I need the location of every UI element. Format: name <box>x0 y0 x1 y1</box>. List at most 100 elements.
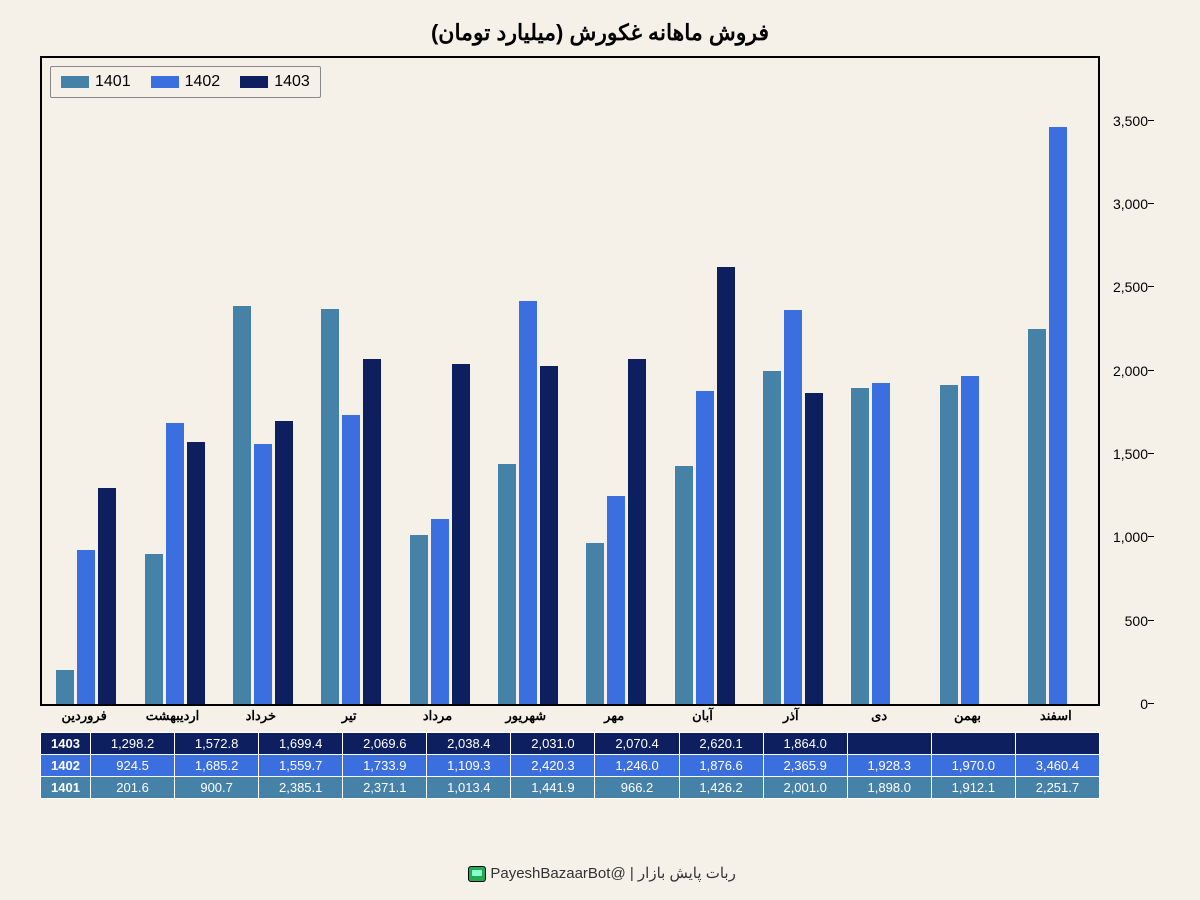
x-label: آبان <box>692 708 713 724</box>
y-tick-label: 0 <box>1140 696 1148 712</box>
x-label: بهمن <box>954 708 981 724</box>
table-cell <box>931 733 1015 755</box>
table-cell <box>1015 733 1099 755</box>
bar-1403-6 <box>628 359 646 704</box>
x-label: شهریور <box>505 708 546 724</box>
table-cell: 2,038.4 <box>427 733 511 755</box>
table-cell: 1,898.0 <box>847 777 931 799</box>
table-cell: 201.6 <box>91 777 175 799</box>
legend-item-1403: 1403 <box>240 73 310 91</box>
bar-1402-1 <box>166 423 184 704</box>
table-cell: 966.2 <box>595 777 679 799</box>
bar-1403-1 <box>187 442 205 704</box>
table-cell <box>847 733 931 755</box>
bar-1402-6 <box>607 496 625 704</box>
table-cell: 1,928.3 <box>847 755 931 777</box>
footer-handle: @PayeshBazaarBot <box>490 865 625 882</box>
x-label: اردیبهشت <box>146 708 200 724</box>
x-label: اسفند <box>1040 708 1072 724</box>
bar-1401-3 <box>321 309 339 704</box>
table-cell: 2,001.0 <box>763 777 847 799</box>
bar-1401-6 <box>586 543 604 704</box>
bar-1403-5 <box>540 366 558 705</box>
table-cell: 2,385.1 <box>259 777 343 799</box>
legend-item-1402: 1402 <box>151 73 221 91</box>
table-cell: 2,420.3 <box>511 755 595 777</box>
table-cell: 1,864.0 <box>763 733 847 755</box>
bar-1401-2 <box>233 306 251 704</box>
bar-1402-2 <box>254 444 272 704</box>
bar-1402-5 <box>519 301 537 704</box>
table-cell: 2,070.4 <box>595 733 679 755</box>
table-cell: 2,069.6 <box>343 733 427 755</box>
table-cell: 1,246.0 <box>595 755 679 777</box>
bar-1403-0 <box>98 488 116 704</box>
x-label: آذر <box>783 708 799 724</box>
table-cell: 1,559.7 <box>259 755 343 777</box>
table-cell: 2,365.9 <box>763 755 847 777</box>
table-cell: 1,109.3 <box>427 755 511 777</box>
table-cell: 900.7 <box>175 777 259 799</box>
table-cell: 2,620.1 <box>679 733 763 755</box>
bars-region <box>42 58 1098 704</box>
bar-1402-11 <box>1049 127 1067 704</box>
table-row-header: 1402 <box>41 755 91 777</box>
table-cell: 1,876.6 <box>679 755 763 777</box>
table-cell: 1,572.8 <box>175 733 259 755</box>
x-label: دی <box>871 708 887 724</box>
bar-1402-10 <box>961 376 979 704</box>
legend-swatch <box>61 76 89 88</box>
table-cell: 1,298.2 <box>91 733 175 755</box>
y-tick-label: 3,000 <box>1113 196 1148 212</box>
bar-1402-9 <box>872 383 890 704</box>
footer-attribution: ربات پایش بازار | @PayeshBazaarBot <box>0 864 1200 882</box>
bar-1401-0 <box>56 670 74 704</box>
x-label: تیر <box>342 708 357 724</box>
footer-separator: | <box>626 865 634 882</box>
table-cell: 1,441.9 <box>511 777 595 799</box>
table-cell: 2,031.0 <box>511 733 595 755</box>
bar-1402-7 <box>696 391 714 704</box>
table-row-header: 1403 <box>41 733 91 755</box>
x-label: مهر <box>604 708 624 724</box>
bar-1401-10 <box>940 385 958 704</box>
legend-swatch <box>151 76 179 88</box>
x-label: فروردین <box>62 708 107 724</box>
legend-label: 1403 <box>274 73 310 91</box>
bar-1401-5 <box>498 464 516 704</box>
bar-1403-2 <box>275 421 293 704</box>
table-cell: 1,013.4 <box>427 777 511 799</box>
table-cell: 2,251.7 <box>1015 777 1099 799</box>
table-cell: 2,371.1 <box>343 777 427 799</box>
chart-title: فروش ماهانه غکورش (میلیارد تومان) <box>40 20 1160 46</box>
table-cell: 1,699.4 <box>259 733 343 755</box>
table-cell: 924.5 <box>91 755 175 777</box>
table-cell: 3,460.4 <box>1015 755 1099 777</box>
legend: 1401 1402 1403 <box>50 66 321 98</box>
table-cell: 1,912.1 <box>931 777 1015 799</box>
bar-1401-7 <box>675 466 693 704</box>
bot-icon <box>468 866 486 882</box>
y-tick-label: 3,500 <box>1113 113 1148 129</box>
plot-area: 140114021403 05001,0001,5002,0002,5003,0… <box>40 56 1100 706</box>
bar-1402-0 <box>77 550 95 704</box>
table-cell: 1,733.9 <box>343 755 427 777</box>
bar-1401-11 <box>1028 329 1046 704</box>
x-label: مرداد <box>423 708 452 724</box>
table-cell: 1,426.2 <box>679 777 763 799</box>
x-label: خرداد <box>246 708 276 724</box>
bar-1403-3 <box>363 359 381 704</box>
data-table: 14031,298.21,572.81,699.42,069.62,038.42… <box>40 732 1100 799</box>
bar-1401-9 <box>851 388 869 704</box>
footer-brand: ربات پایش بازار <box>638 865 736 882</box>
table-cell: 1,970.0 <box>931 755 1015 777</box>
bar-1403-8 <box>805 393 823 704</box>
y-tick-label: 1,500 <box>1113 446 1148 462</box>
y-tick-label: 2,000 <box>1113 363 1148 379</box>
bar-1402-4 <box>431 519 449 704</box>
legend-item-1401: 1401 <box>61 73 131 91</box>
bar-1401-1 <box>145 554 163 704</box>
table-cell: 1,685.2 <box>175 755 259 777</box>
legend-label: 1402 <box>185 73 221 91</box>
y-axis: 05001,0001,5002,0002,5003,0003,500 <box>1103 58 1148 704</box>
